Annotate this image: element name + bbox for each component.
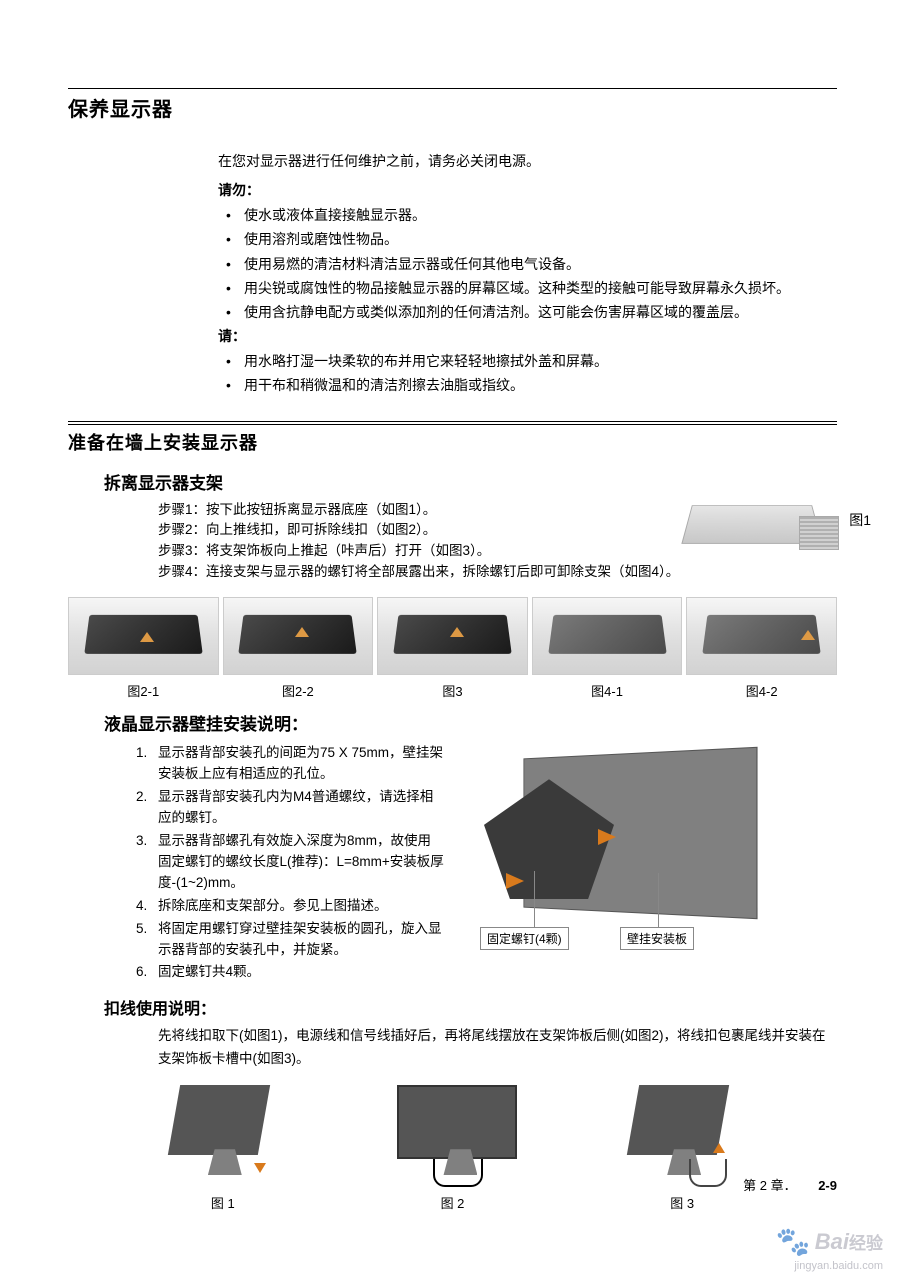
figure-cell: 图4-1: [532, 597, 683, 700]
paw-icon: 🐾: [776, 1225, 811, 1258]
figure-label: 图2-1: [68, 681, 219, 700]
wall-item: 2.显示器背部安装孔内为M4普通螺纹，请选择相应的螺钉。: [134, 787, 444, 829]
do-list: 用水略打湿一块柔软的布并用它来轻轻地擦拭外盖和屏幕。 用干布和稍微温和的清洁剂擦…: [218, 350, 837, 397]
dont-item: 使用含抗静电配方或类似添加剂的任何清洁剂。这可能会伤害屏幕区域的覆盖层。: [218, 301, 837, 323]
dont-label: 请勿：: [218, 180, 837, 200]
page-footer: 第 2 章． 2-9: [743, 1175, 837, 1194]
figure-cell: 图2-1: [68, 597, 219, 700]
figure-image: [68, 597, 219, 675]
do-item: 用干布和稍微温和的清洁剂擦去油脂或指纹。: [218, 374, 837, 396]
wall-item: 3.显示器背部螺孔有效旋入深度为8mm，故使用固定螺钉的螺纹长度L(推荐)：L=…: [134, 831, 444, 894]
watermark-brand: Bai经验: [815, 1229, 883, 1255]
section-title-maintain: 保养显示器: [68, 93, 837, 122]
figure-label: 图2-2: [223, 681, 374, 700]
clip-label: 图 2: [372, 1193, 532, 1212]
clip-label: 图 1: [143, 1193, 303, 1212]
dont-item: 使水或液体直接接触显示器。: [218, 204, 837, 226]
do-item: 用水略打湿一块柔软的布并用它来轻轻地擦拭外盖和屏幕。: [218, 350, 837, 372]
dont-item: 使用溶剂或磨蚀性物品。: [218, 228, 837, 250]
figure-1-base: [687, 498, 837, 572]
figure-label: 图3: [377, 681, 528, 700]
figure-image: [377, 597, 528, 675]
clip-cell: 图 2: [372, 1085, 532, 1212]
figure-cell: 图3: [377, 597, 528, 700]
wall-item: 1.显示器背部安装孔的间距为75 X 75mm，壁挂架安装板上应有相适应的孔位。: [134, 743, 444, 785]
figure-image: [532, 597, 683, 675]
clip-image: [387, 1085, 517, 1185]
clip-cell: 图 3: [602, 1085, 762, 1212]
clip-block: 扣线使用说明： 先将线扣取下(如图1)，电源线和信号线插好后，再将尾线摆放在支架…: [104, 995, 837, 1071]
wall-item: 6.固定螺钉共4颗。: [134, 962, 444, 983]
rule-top: [68, 88, 837, 89]
clip-label: 图 3: [602, 1193, 762, 1212]
section-title-wall: 准备在墙上安装显示器: [68, 424, 837, 455]
dont-item: 用尖锐或腐蚀性的物品接触显示器的屏幕区域。这种类型的接触可能导致屏幕永久损坏。: [218, 277, 837, 299]
clip-image: [158, 1085, 288, 1185]
callout-screws: 固定螺钉(4颗): [480, 927, 569, 950]
figure-image: [223, 597, 374, 675]
clip-title: 扣线使用说明：: [104, 995, 837, 1019]
watermark: 🐾 Bai经验: [776, 1225, 883, 1258]
clip-figure-row: 图 1 图 2 图 3: [68, 1085, 837, 1212]
clip-intro: 先将线扣取下(如图1)，电源线和信号线插好后，再将尾线摆放在支架饰板后侧(如图2…: [158, 1025, 837, 1071]
wall-title: 液晶显示器壁挂安装说明：: [104, 710, 837, 735]
figure-1-label: 图1: [849, 510, 871, 530]
page-number: 2-9: [818, 1178, 837, 1193]
remove-title: 拆离显示器支架: [104, 469, 837, 494]
dont-item: 使用易燃的清洁材料清洁显示器或任何其他电气设备。: [218, 253, 837, 275]
figure-label: 图4-1: [532, 681, 683, 700]
do-label: 请：: [218, 326, 837, 346]
figure-label: 图4-2: [686, 681, 837, 700]
wall-list-block: 1.显示器背部安装孔的间距为75 X 75mm，壁挂架安装板上应有相适应的孔位。…: [104, 743, 444, 985]
callout-plate: 壁挂安装板: [620, 927, 694, 950]
wall-mount-block: 液晶显示器壁挂安装说明： 1.显示器背部安装孔的间距为75 X 75mm，壁挂架…: [104, 710, 837, 985]
figure-image: [686, 597, 837, 675]
figure-row: 图2-1 图2-2 图3 图4-1 图4-2: [68, 597, 837, 700]
wall-item: 5.将固定用螺钉穿过壁挂架安装板的圆孔，旋入显示器背部的安装孔中，并旋紧。: [134, 919, 444, 961]
dont-list: 使水或液体直接接触显示器。 使用溶剂或磨蚀性物品。 使用易燃的清洁材料清洁显示器…: [218, 204, 837, 324]
wall-figure: 固定螺钉(4颗) 壁挂安装板: [462, 743, 837, 963]
intro-text: 在您对显示器进行任何维护之前，请务必关闭电源。: [218, 150, 837, 174]
watermark-url: jingyan.baidu.com: [794, 1260, 883, 1272]
chapter-label: 第 2 章．: [743, 1178, 796, 1193]
maintain-body: 在您对显示器进行任何维护之前，请务必关闭电源。 请勿： 使水或液体直接接触显示器…: [218, 150, 837, 397]
clip-image: [617, 1085, 747, 1185]
clip-cell: 图 1: [143, 1085, 303, 1212]
rule-mid: [68, 421, 837, 422]
wall-item: 4.拆除底座和支架部分。参见上图描述。: [134, 896, 444, 917]
figure-cell: 图2-2: [223, 597, 374, 700]
figure-cell: 图4-2: [686, 597, 837, 700]
